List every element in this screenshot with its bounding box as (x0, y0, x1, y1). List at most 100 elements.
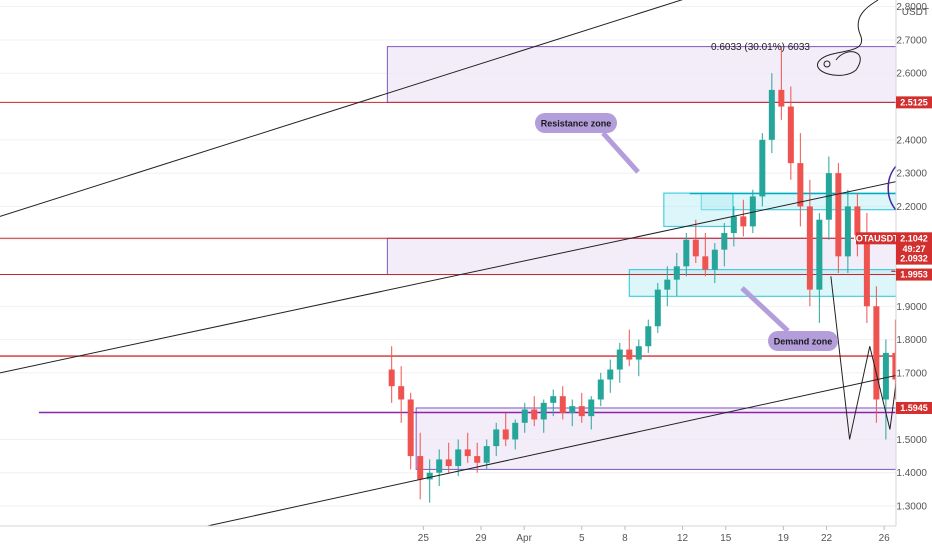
x-tick: 12 (677, 533, 689, 544)
candle (806, 206, 813, 290)
candle (578, 406, 585, 417)
candle (569, 406, 576, 413)
candle (426, 472, 433, 480)
candle (493, 429, 500, 447)
price-tag (896, 268, 932, 281)
price-tag-label: 1.5945 (900, 403, 928, 413)
y-tick: 2.6000 (896, 69, 927, 80)
candle (550, 396, 557, 403)
y-tick: 1.9000 (896, 302, 927, 313)
channel-line (207, 367, 932, 527)
candle (417, 456, 424, 480)
price-tag (896, 252, 932, 265)
candle (635, 346, 642, 360)
candle (474, 456, 481, 463)
candle (721, 233, 728, 250)
candle (702, 256, 709, 270)
zone-W (415, 407, 932, 470)
y-tick: 2.8000 (896, 2, 927, 13)
candle (502, 429, 509, 440)
candle (778, 89, 785, 107)
price-axis: USDT 2.8000 2.7000 2.6000 2.4000 2.3000 2.200… (853, 0, 932, 526)
candle (645, 326, 652, 347)
price-tag-label: 2.5125 (900, 97, 928, 107)
candle (616, 349, 623, 370)
candle (388, 369, 395, 387)
candle (464, 449, 471, 457)
candle (797, 163, 804, 207)
demand-callout-bubble (768, 331, 838, 351)
time-axis: 2529Apr581215192226May4710 (0, 525, 932, 550)
candle (455, 449, 462, 467)
resistance-callout-bubble (535, 113, 617, 133)
candle (398, 386, 405, 400)
measure-label: 0.6033 (30.01%) 6033 (711, 42, 810, 53)
candle (835, 173, 842, 257)
price-tag-label: 1.9953 (900, 270, 928, 280)
candle (768, 89, 775, 140)
candle (816, 219, 823, 290)
candle (512, 422, 519, 440)
annotations: Resistance zone Demand zone 0.6033 (30.0… (535, 42, 838, 351)
y-tick: 2.7000 (896, 35, 927, 46)
candle (664, 279, 671, 290)
x-tick: 5 (579, 533, 585, 544)
x-tick: 25 (418, 533, 430, 544)
candle (740, 216, 747, 227)
price-tag (856, 232, 896, 245)
price-tag (896, 96, 932, 109)
candle (892, 352, 899, 380)
y-tick: 2.4000 (896, 135, 927, 146)
candle (407, 399, 414, 457)
demand-callout: Demand zone (774, 337, 833, 347)
candle (607, 369, 614, 380)
x-tick: 15 (720, 533, 732, 544)
candle (787, 106, 794, 164)
candle (673, 266, 680, 280)
swirl-doodle-dot (823, 60, 831, 68)
price-tag (896, 232, 932, 245)
candle (683, 239, 690, 267)
x-tick: 29 (475, 533, 487, 544)
y-tick: 1.5000 (896, 435, 927, 446)
x-tick: 19 (778, 533, 790, 544)
price-tag-label: IOTAUSDT (853, 233, 899, 243)
candle (521, 409, 528, 423)
x-tick: Apr (516, 533, 532, 544)
price-tag (896, 401, 932, 414)
candle (531, 409, 538, 420)
candle (559, 396, 566, 413)
callout-pointer (740, 286, 790, 333)
y-tick: 1.8000 (896, 335, 927, 346)
candle (626, 349, 633, 360)
x-tick: 26 (879, 533, 891, 544)
candle (882, 352, 889, 400)
candle (436, 459, 443, 473)
candle (597, 379, 604, 400)
y-tick: 2.2000 (896, 202, 927, 213)
candle (654, 289, 661, 327)
y-tick: 1.3000 (896, 502, 927, 513)
price-tag-label: 2.1042 (900, 233, 928, 243)
price-tag (896, 243, 932, 256)
candle (759, 139, 766, 197)
candle (854, 206, 861, 240)
candle (844, 206, 851, 257)
currency-label: USDT (902, 7, 929, 18)
x-tick: 8 (622, 533, 628, 544)
y-tick: 2.3000 (896, 169, 927, 180)
swirl-doodle (817, 0, 879, 76)
candle (711, 249, 718, 270)
candle (483, 446, 490, 463)
candle (588, 399, 595, 417)
price-tag-label: 2.0932 (900, 254, 928, 264)
candle (445, 459, 452, 467)
channel-line (0, 0, 683, 217)
candle (863, 239, 870, 307)
candle (692, 239, 699, 257)
candle (730, 216, 737, 234)
x-tick: 22 (821, 533, 833, 544)
candle (749, 196, 756, 227)
